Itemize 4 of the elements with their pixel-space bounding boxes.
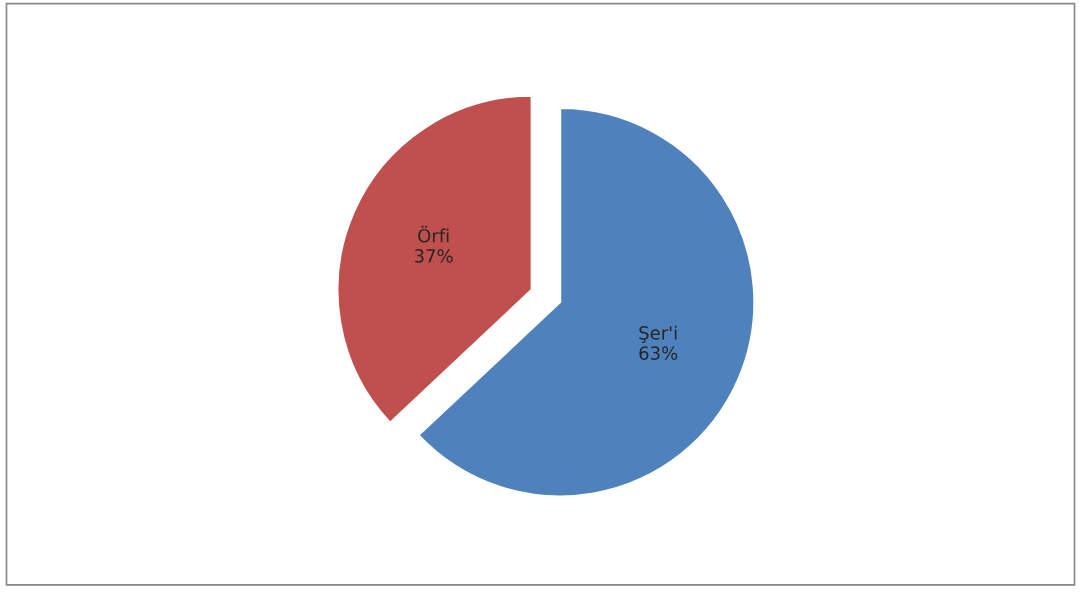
data-label: 37% (414, 249, 453, 263)
slice-label: Şer'i (639, 325, 677, 343)
slice-label: Örfi (418, 225, 449, 243)
data-label: 63% (639, 346, 678, 360)
